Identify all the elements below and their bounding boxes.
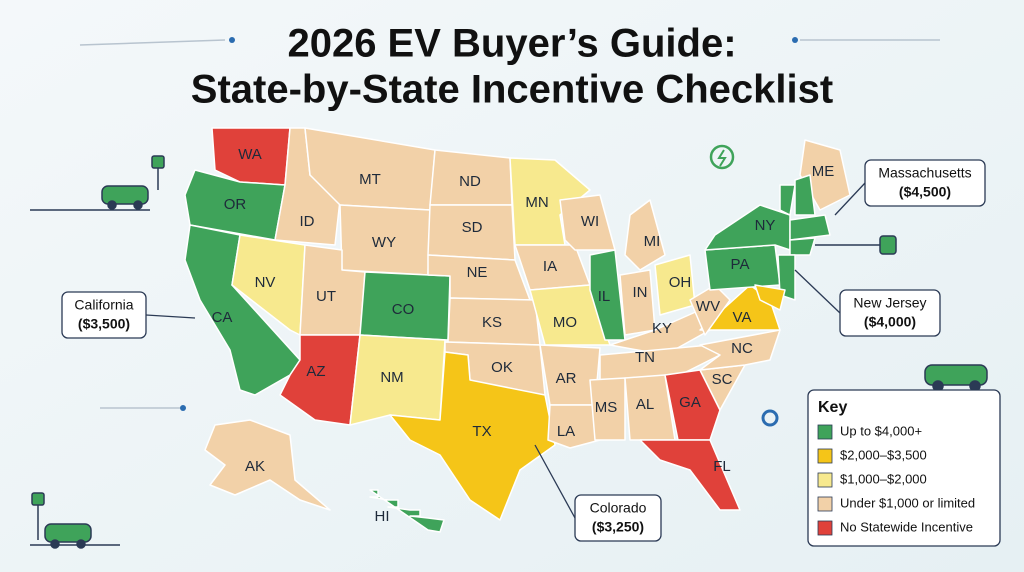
callout-state: New Jersey xyxy=(853,295,926,311)
state-label: UT xyxy=(316,288,336,305)
state-label: TN xyxy=(635,349,655,366)
state-shape xyxy=(789,214,831,241)
state-shape xyxy=(624,199,666,271)
state-shape xyxy=(559,194,616,251)
callout-state: Colorado xyxy=(590,500,647,516)
key-title: Key xyxy=(818,399,847,416)
callout-box xyxy=(839,289,941,337)
key: Key Up to $4,000+ $2,000–$3,500 $1,000–$2,0… xyxy=(807,389,1001,547)
state-label: VA xyxy=(733,309,752,326)
callout-amount: ($3,500) xyxy=(78,316,130,332)
decorations xyxy=(30,37,988,549)
state-label: WI xyxy=(581,213,599,230)
state-label: CO xyxy=(392,301,415,318)
leader-line xyxy=(794,269,841,314)
state-shape xyxy=(689,284,731,336)
leader-line xyxy=(834,182,866,216)
state-shape xyxy=(204,419,331,511)
state-label: TX xyxy=(472,423,491,440)
state-label: SC xyxy=(712,371,733,388)
state-label: AZ xyxy=(306,363,325,380)
key-swatch xyxy=(817,472,833,488)
state-label: AK xyxy=(245,458,265,475)
state-label: AL xyxy=(636,396,654,413)
callout-amount: ($4,500) xyxy=(899,184,951,200)
state-label: MT xyxy=(359,171,381,188)
state-label: OH xyxy=(669,274,692,291)
title-line: State-by-State Incentive Checklist xyxy=(191,68,833,112)
state-label: IN xyxy=(633,284,648,301)
state-label: FL xyxy=(713,458,731,475)
state-shape xyxy=(639,439,741,511)
state-label: PA xyxy=(731,256,750,273)
key-swatch xyxy=(817,520,833,536)
state-label: NC xyxy=(731,340,753,357)
state-shape xyxy=(369,489,445,533)
callout-state: California xyxy=(74,297,133,313)
callout-amount: ($4,000) xyxy=(864,314,916,330)
state-shape xyxy=(589,377,626,441)
state-shape xyxy=(664,369,721,441)
state-label: IL xyxy=(598,288,611,305)
state-label: MN xyxy=(525,194,548,211)
state-label: WV xyxy=(696,298,720,315)
callout-box xyxy=(574,494,662,542)
state-labels: WA OR CA NV ID MT WY UT CO AZ NM ND SD NE KS OK TX MN IA MO… xyxy=(212,146,835,525)
state-shape xyxy=(599,344,721,381)
state-label: WA xyxy=(238,146,262,163)
key-swatch xyxy=(817,496,833,512)
state-label: OR xyxy=(224,196,247,213)
key-label: Under $1,000 or limited xyxy=(840,495,975,510)
callout-box xyxy=(61,291,147,339)
state-label: MI xyxy=(644,233,661,250)
state-label: OK xyxy=(491,359,513,376)
state-label: AR xyxy=(556,370,577,387)
state-shape xyxy=(389,351,556,521)
title-line: 2026 EV Buyer’s Guide: xyxy=(287,22,736,66)
key-box xyxy=(807,389,1001,547)
state-label: WY xyxy=(372,234,396,251)
state-label: GA xyxy=(679,394,701,411)
state-shape xyxy=(231,234,306,336)
state-shape xyxy=(777,254,796,301)
state-label: LA xyxy=(557,423,575,440)
key-label: $2,000–$3,500 xyxy=(840,447,927,462)
key-label: $1,000–$2,000 xyxy=(840,471,927,486)
state-label: NM xyxy=(380,369,403,386)
state-label: CA xyxy=(212,309,233,326)
state-label: NY xyxy=(755,217,776,234)
callout-box xyxy=(864,159,986,207)
state-label: MO xyxy=(553,314,577,331)
state-shape xyxy=(547,404,601,449)
state-label: IA xyxy=(543,258,557,275)
state-shape xyxy=(779,184,796,216)
state-shape xyxy=(754,284,786,311)
state-shape xyxy=(619,269,656,336)
state-label: HI xyxy=(375,508,390,525)
state-label: KY xyxy=(652,320,672,337)
state-label: KS xyxy=(482,314,502,331)
leader-line xyxy=(534,444,576,519)
state-label: SD xyxy=(462,219,483,236)
state-shape xyxy=(589,249,626,341)
state-shape xyxy=(789,237,816,256)
key-swatch xyxy=(817,424,833,440)
state-label: ID xyxy=(300,213,315,230)
key-label: Up to $4,000+ xyxy=(840,423,922,438)
state-shapes xyxy=(184,127,851,533)
state-label: ND xyxy=(459,173,481,190)
state-label: ME xyxy=(812,163,835,180)
callout-state: Massachusetts xyxy=(878,165,971,181)
state-label: NV xyxy=(255,274,276,291)
state-shape xyxy=(794,174,816,216)
key-swatch xyxy=(817,448,833,464)
state-label: NE xyxy=(467,264,488,281)
key-label: No Statewide Incentive xyxy=(840,519,973,534)
callout-amount: ($3,250) xyxy=(592,519,644,535)
state-label: MS xyxy=(595,399,618,416)
callouts: Massachusetts ($4,500) California ($3,500) N… xyxy=(61,159,986,542)
leader-line xyxy=(145,314,196,319)
